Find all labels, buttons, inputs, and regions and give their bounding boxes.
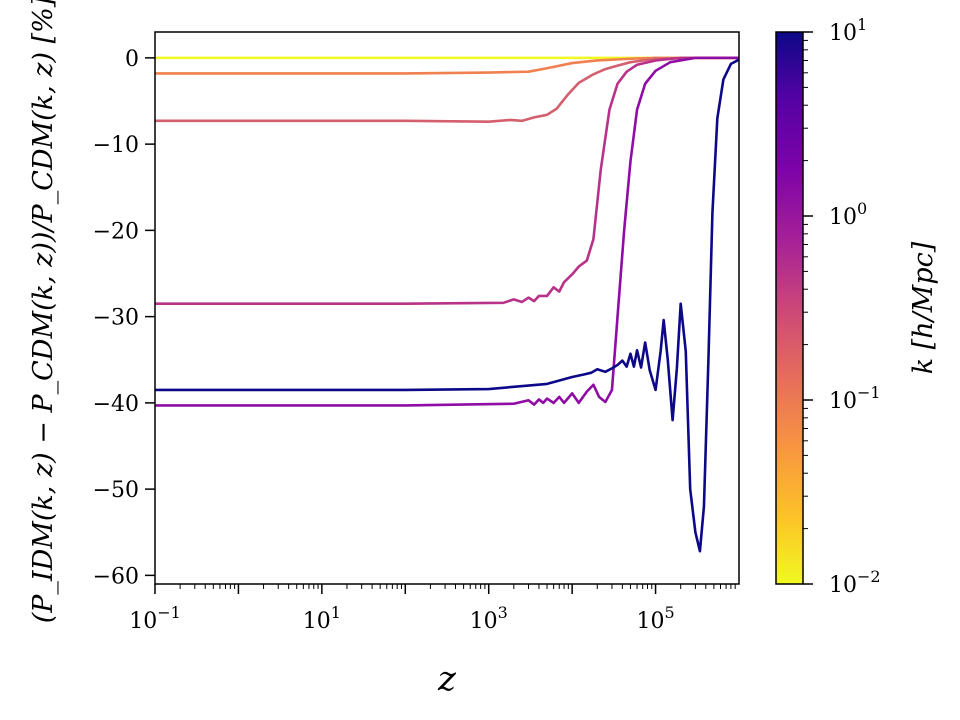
- y-tick-label: −40: [93, 392, 139, 417]
- series-group: [155, 56, 739, 553]
- colorbar-tick-label: 100: [829, 199, 867, 230]
- series-line: [155, 58, 739, 553]
- x-tick-label: 103: [470, 603, 508, 634]
- y-tick-label: −30: [93, 306, 139, 331]
- colorbar-axis: 101 100 10−1 10−2: [803, 15, 881, 598]
- colorbar-label: k [h/Mpc]: [908, 241, 939, 374]
- series-line: [155, 56, 739, 123]
- colorbar-tick-label: 10−1: [829, 383, 881, 414]
- colorbar-tick-label: 101: [829, 15, 867, 46]
- x-tick-label: 10−1: [129, 603, 181, 634]
- y-tick-label: −60: [93, 564, 139, 589]
- y-tick-label: −20: [93, 219, 139, 244]
- x-tick-label: 101: [303, 603, 341, 634]
- y-tick-label: −10: [93, 133, 139, 158]
- colorbar-tick-label: 10−2: [829, 567, 881, 598]
- series-line: [155, 56, 739, 407]
- y-tick-label: 0: [125, 47, 139, 72]
- y-axis: 0 −10 −20 −30 −40 −50 −60: [93, 47, 155, 589]
- y-tick-label: −50: [93, 478, 139, 503]
- series-line: [155, 56, 739, 75]
- colorbar: [775, 31, 804, 585]
- x-axis: 10−1 101 103 105: [129, 584, 736, 634]
- series-line: [155, 56, 739, 305]
- x-tick-label: 105: [636, 603, 674, 634]
- plot-frame: [154, 31, 740, 585]
- y-axis-label: (P_IDM(k, z) − P_CDM(k, z))/P_CDM(k, z) …: [28, 0, 59, 623]
- x-axis-label: z: [437, 659, 457, 699]
